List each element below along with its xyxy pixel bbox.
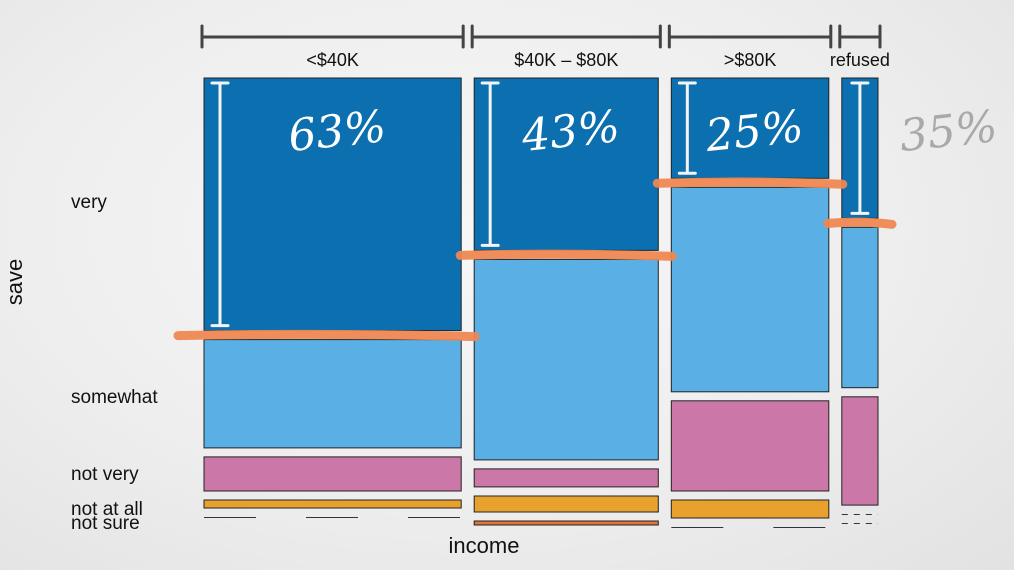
x-category-label: refused (830, 50, 890, 70)
tile-40k-not-very (203, 456, 462, 492)
tile-80k-very (670, 77, 830, 179)
height-bracket-refused (850, 81, 870, 215)
y-category-label: somewhat (71, 387, 158, 408)
tile-40k-80k-not-sure (473, 520, 659, 526)
width-bracket-80k (667, 24, 833, 49)
y-axis-label: save (2, 259, 27, 305)
y-category-label: not very (71, 464, 139, 485)
height-brackets (210, 81, 870, 328)
width-bracket-refused (838, 24, 882, 49)
y-category-label: not at all (71, 499, 143, 520)
percent-annotations: 63% 43% 25% 35% (286, 101, 1000, 162)
width-bracket-40k-80k (470, 24, 662, 49)
tile-40k-not-at-all (203, 499, 462, 509)
tile-refused-somewhat (841, 226, 879, 389)
highlight-stroke-40k-80k (455, 249, 677, 261)
tile-40k-very (203, 77, 462, 332)
tile-80k-not-very (670, 400, 830, 492)
x-category-label: $40K – $80K (514, 50, 618, 70)
tile-40k-somewhat (203, 339, 462, 449)
column-width-brackets (200, 24, 882, 49)
tile-40k-80k-very (473, 77, 659, 251)
y-category-label: not sure (71, 513, 140, 534)
tile-80k-not-at-all (670, 499, 830, 519)
height-bracket-80k (677, 81, 697, 175)
mosaic-tiles (203, 77, 879, 526)
percent-annotation: 25% (702, 101, 806, 162)
tile-40k-80k-not-very (473, 468, 659, 488)
tile-80k-somewhat (670, 186, 830, 393)
height-bracket-40k-80k (480, 81, 500, 247)
percent-annotation: 43% (518, 101, 622, 162)
highlight-stroke-refused (823, 217, 897, 229)
empty-category-dashes (204, 514, 878, 528)
percent-annotation: 35% (897, 101, 1000, 162)
x-category-label: <$40K (306, 50, 359, 70)
y-category-label: very (71, 192, 107, 213)
width-bracket-40k (200, 24, 465, 49)
highlight-stroke-40k (173, 329, 480, 342)
tile-40k-80k-not-at-all (473, 495, 659, 513)
tile-refused-not-very (841, 396, 879, 506)
x-category-label: >$80K (724, 50, 777, 70)
highlight-stroke-80k (652, 177, 848, 189)
tile-40k-80k-somewhat (473, 258, 659, 461)
orange-highlight-strokes (173, 177, 897, 342)
x-category-labels: <$40K $40K – $80K >$80K refused (306, 50, 890, 70)
percent-annotation: 63% (286, 101, 389, 162)
height-bracket-40k (210, 81, 230, 328)
x-axis-label: income (449, 533, 520, 558)
